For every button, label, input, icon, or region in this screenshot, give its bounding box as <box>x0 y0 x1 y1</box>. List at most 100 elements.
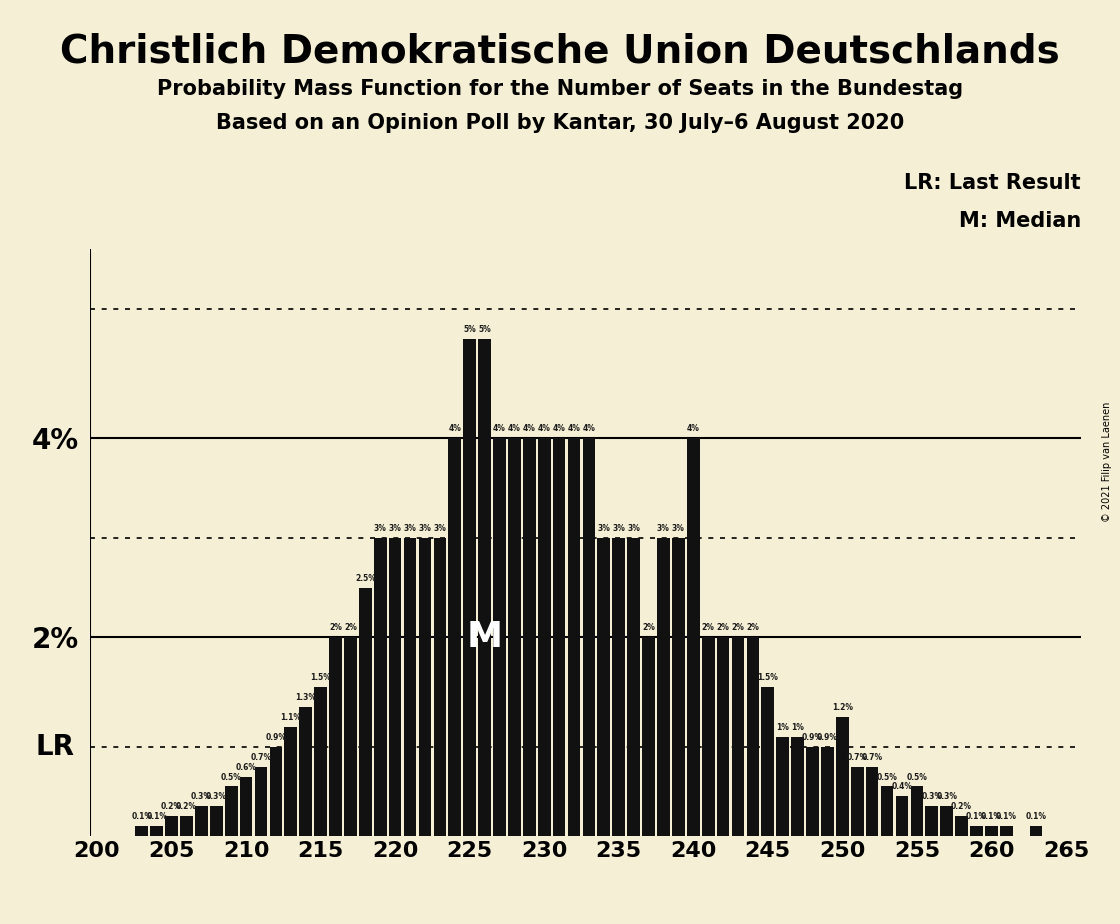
Text: 2%: 2% <box>344 624 357 632</box>
Text: 0.1%: 0.1% <box>131 812 152 821</box>
Bar <box>315 687 327 836</box>
Bar <box>270 747 282 836</box>
Text: 3%: 3% <box>403 524 417 533</box>
Text: 3%: 3% <box>433 524 446 533</box>
Text: 0.3%: 0.3% <box>206 793 226 801</box>
Bar <box>360 588 372 836</box>
Text: 4%: 4% <box>538 424 551 433</box>
Bar <box>970 826 982 836</box>
Text: 4%: 4% <box>568 424 580 433</box>
Text: 1.5%: 1.5% <box>310 673 332 682</box>
Text: 0.5%: 0.5% <box>221 772 242 782</box>
Bar <box>166 816 178 836</box>
Text: 5%: 5% <box>478 325 491 334</box>
Text: 0.1%: 0.1% <box>147 812 167 821</box>
Bar <box>776 736 788 836</box>
Text: 0.7%: 0.7% <box>847 753 868 761</box>
Text: 1.5%: 1.5% <box>757 673 778 682</box>
Text: 2%: 2% <box>717 624 729 632</box>
Text: 0.1%: 0.1% <box>1026 812 1046 821</box>
Text: 0.1%: 0.1% <box>996 812 1017 821</box>
Text: © 2021 Filip van Laenen: © 2021 Filip van Laenen <box>1102 402 1112 522</box>
Text: 3%: 3% <box>374 524 386 533</box>
Bar <box>984 826 998 836</box>
Bar <box>747 638 759 836</box>
Text: 2%: 2% <box>329 624 342 632</box>
Bar <box>1029 826 1043 836</box>
Text: 0.2%: 0.2% <box>161 802 183 811</box>
Text: 0.1%: 0.1% <box>965 812 987 821</box>
Text: 0.6%: 0.6% <box>235 762 256 772</box>
Text: LR: LR <box>36 733 75 760</box>
Bar <box>702 638 715 836</box>
Bar <box>642 638 655 836</box>
Text: 3%: 3% <box>419 524 431 533</box>
Bar <box>687 438 700 836</box>
Bar <box>597 538 610 836</box>
Text: 0.7%: 0.7% <box>861 753 883 761</box>
Text: 0.3%: 0.3% <box>936 793 958 801</box>
Bar <box>911 786 923 836</box>
Bar <box>508 438 521 836</box>
Bar <box>896 796 908 836</box>
Text: 0.9%: 0.9% <box>265 733 287 742</box>
Bar <box>299 707 312 836</box>
Text: 0.3%: 0.3% <box>922 793 942 801</box>
Text: 3%: 3% <box>613 524 625 533</box>
Text: Probability Mass Function for the Number of Seats in the Bundestag: Probability Mass Function for the Number… <box>157 79 963 99</box>
Bar <box>731 638 745 836</box>
Text: 2%: 2% <box>702 624 715 632</box>
Text: 0.5%: 0.5% <box>877 772 897 782</box>
Text: 0.7%: 0.7% <box>251 753 271 761</box>
Bar <box>925 807 939 836</box>
Bar <box>613 538 625 836</box>
Bar <box>180 816 193 836</box>
Text: 2%: 2% <box>731 624 745 632</box>
Text: M: Median: M: Median <box>959 212 1081 231</box>
Text: 3%: 3% <box>672 524 684 533</box>
Bar <box>553 438 566 836</box>
Bar <box>284 727 297 836</box>
Bar <box>150 826 164 836</box>
Bar <box>1000 826 1012 836</box>
Text: 0.3%: 0.3% <box>190 793 212 801</box>
Bar <box>464 339 476 836</box>
Text: 0.2%: 0.2% <box>951 802 972 811</box>
Bar <box>672 538 684 836</box>
Text: M: M <box>467 620 503 654</box>
Text: 0.1%: 0.1% <box>981 812 1002 821</box>
Text: 2.5%: 2.5% <box>355 574 376 583</box>
Text: 3%: 3% <box>597 524 610 533</box>
Bar <box>866 767 878 836</box>
Bar <box>254 767 268 836</box>
Bar <box>209 807 223 836</box>
Bar <box>344 638 357 836</box>
Text: 3%: 3% <box>627 524 640 533</box>
Bar <box>821 747 833 836</box>
Bar <box>136 826 148 836</box>
Bar <box>389 538 401 836</box>
Bar <box>419 538 431 836</box>
Text: 0.5%: 0.5% <box>906 772 927 782</box>
Text: 4%: 4% <box>552 424 566 433</box>
Text: 4%: 4% <box>493 424 506 433</box>
Bar <box>955 816 968 836</box>
Text: Based on an Opinion Poll by Kantar, 30 July–6 August 2020: Based on an Opinion Poll by Kantar, 30 J… <box>216 113 904 133</box>
Text: 4%: 4% <box>508 424 521 433</box>
Bar <box>538 438 551 836</box>
Bar <box>627 538 640 836</box>
Bar <box>836 717 849 836</box>
Text: 2%: 2% <box>746 624 759 632</box>
Bar <box>523 438 535 836</box>
Bar <box>806 747 819 836</box>
Bar <box>762 687 774 836</box>
Text: 1.2%: 1.2% <box>832 703 852 711</box>
Text: 4%: 4% <box>687 424 700 433</box>
Text: 3%: 3% <box>389 524 402 533</box>
Text: 4%: 4% <box>582 424 596 433</box>
Bar <box>448 438 461 836</box>
Bar <box>582 438 595 836</box>
Bar <box>941 807 953 836</box>
Bar <box>240 776 252 836</box>
Text: 1%: 1% <box>791 723 804 732</box>
